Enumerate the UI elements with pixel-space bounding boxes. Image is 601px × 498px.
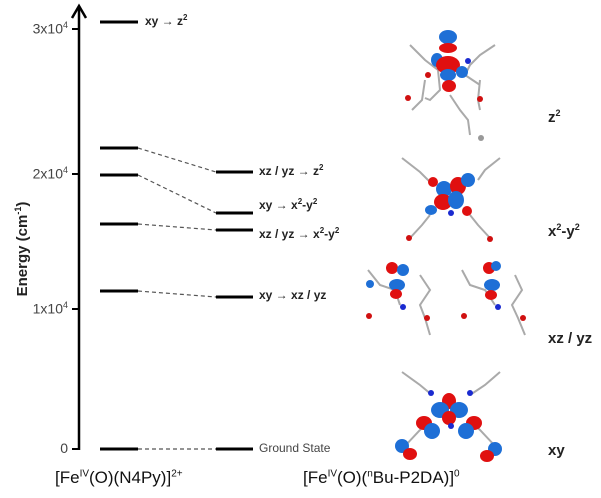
tick-0: 0 bbox=[60, 440, 68, 456]
label-xy-x2y2: xy → x2-y2 bbox=[259, 197, 318, 212]
tick-3e4: 3x104 bbox=[32, 20, 68, 37]
label-xzyz-x2y2: xz / yz → x2-y2 bbox=[259, 226, 340, 241]
orbital-label-xy: xy bbox=[548, 442, 565, 459]
complex-label-p2da: [FeIV(O)(nBu-P2DA)]0 bbox=[303, 468, 460, 487]
axis-arrow-icon bbox=[70, 3, 88, 19]
tick-1e4: 1x104 bbox=[32, 300, 68, 317]
y-axis-label: Energy (cm-1) bbox=[13, 201, 31, 297]
orbital-z2-image bbox=[405, 30, 496, 141]
label-xy-xzyz: xy → xz / yz bbox=[259, 288, 327, 302]
orbital-xzyz-image bbox=[366, 261, 526, 336]
label-xzyz-z2: xz / yz → z2 bbox=[259, 163, 324, 178]
correlation-lines bbox=[137, 147, 217, 450]
orbital-label-xzyz: xz / yz bbox=[548, 330, 593, 347]
orbital-label-x2y2: x2-y2 bbox=[548, 222, 580, 240]
orbital-xy-image bbox=[395, 371, 502, 462]
orbital-x2y2-image bbox=[401, 157, 501, 242]
tick-2e4: 2x104 bbox=[32, 165, 68, 182]
right-levels bbox=[216, 170, 253, 451]
orbital-label-z2: z2 bbox=[548, 108, 561, 126]
complex-label-n4py: [FeIV(O)(N4Py)]2+ bbox=[55, 468, 183, 487]
label-ground-state: Ground State bbox=[259, 441, 331, 455]
label-xy-z2: xy → z2 bbox=[145, 13, 188, 28]
left-levels bbox=[100, 20, 138, 451]
